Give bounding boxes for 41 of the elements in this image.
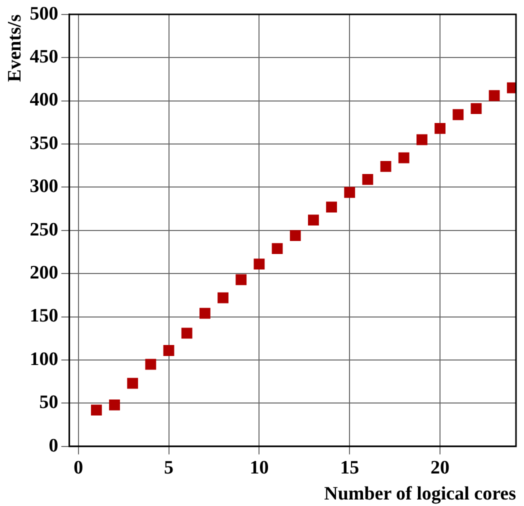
- y-tick-label: 50: [39, 392, 58, 414]
- y-tick-label: 450: [30, 46, 58, 68]
- point: [236, 274, 247, 286]
- point: [272, 243, 283, 254]
- x-tick-label: 5: [164, 458, 174, 479]
- x-tick-label: 20: [430, 458, 450, 479]
- point: [362, 174, 374, 185]
- y-tick-label: 0: [48, 435, 58, 456]
- point: [290, 230, 301, 242]
- x-axis-title: Number of logical cores: [324, 484, 516, 505]
- point: [145, 358, 156, 370]
- y-tick-label: 200: [30, 262, 58, 284]
- y-tick-label: 250: [30, 219, 58, 240]
- point: [488, 90, 500, 102]
- point: [127, 378, 138, 389]
- y-tick-label: 400: [30, 90, 58, 111]
- point: [452, 109, 464, 120]
- y-axis-title: Events/s: [4, 14, 26, 82]
- point: [416, 134, 428, 146]
- point: [163, 345, 174, 356]
- y-tick-label: 350: [30, 132, 58, 154]
- y-tick-label: 500: [30, 3, 58, 24]
- point: [398, 152, 410, 164]
- point: [90, 404, 102, 416]
- point: [308, 214, 319, 226]
- y-tick-label: 100: [30, 348, 58, 370]
- point: [344, 186, 356, 198]
- y-tick-label: 300: [30, 176, 58, 198]
- point: [380, 161, 392, 172]
- x-tick-label: 10: [250, 458, 269, 479]
- y-tick-label: 150: [30, 306, 58, 327]
- point: [181, 328, 192, 339]
- point: [199, 308, 210, 319]
- point: [109, 399, 120, 410]
- point: [218, 292, 228, 304]
- point: [254, 258, 265, 270]
- x-tick-label: 0: [74, 458, 84, 479]
- point: [470, 103, 482, 114]
- x-tick-label: 15: [340, 458, 360, 479]
- point: [326, 202, 337, 213]
- point: [434, 123, 446, 134]
